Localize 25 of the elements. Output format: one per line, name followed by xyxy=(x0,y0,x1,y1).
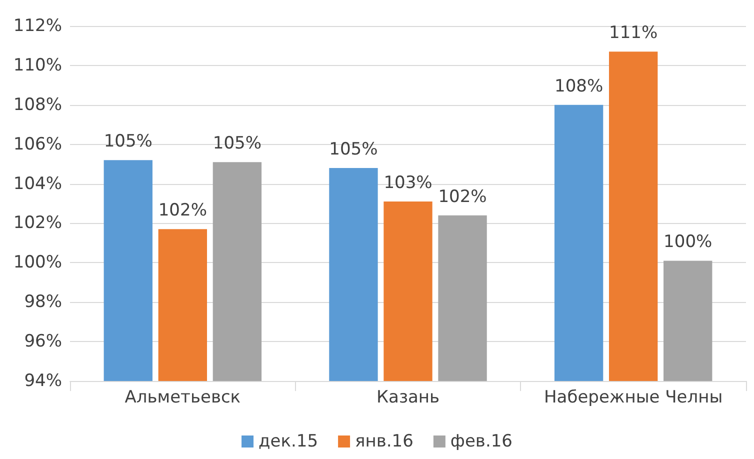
data-label: 105% xyxy=(104,132,152,152)
x-tick-label: Набережные Челны xyxy=(544,388,723,408)
data-label: 111% xyxy=(609,23,658,44)
y-tick-label: 102% xyxy=(13,213,62,234)
y-tick-label: 96% xyxy=(24,332,62,352)
data-label: 105% xyxy=(329,140,378,160)
x-tick-label: Казань xyxy=(376,388,440,408)
legend-label: дек.15 xyxy=(258,432,318,452)
legend-label: янв.16 xyxy=(355,432,414,452)
data-label: 102% xyxy=(438,186,487,207)
y-tick-label: 110% xyxy=(13,55,62,76)
data-label: 102% xyxy=(158,200,207,221)
y-tick-label: 100% xyxy=(13,252,62,273)
data-label: 103% xyxy=(384,173,432,194)
legend-label: фев.16 xyxy=(450,432,512,452)
y-tick-label: 98% xyxy=(24,292,62,312)
y-tick-label: 112% xyxy=(13,16,62,36)
data-label: 108% xyxy=(554,76,604,96)
data-label: 105% xyxy=(212,134,262,154)
x-tick-label: Альметьевск xyxy=(124,388,241,408)
y-tick-label: 94% xyxy=(24,371,62,391)
y-tick-label: 108% xyxy=(13,94,62,115)
data-label: 100% xyxy=(664,232,712,252)
y-tick-label: 104% xyxy=(13,174,62,194)
y-tick-label: 106% xyxy=(13,134,62,154)
